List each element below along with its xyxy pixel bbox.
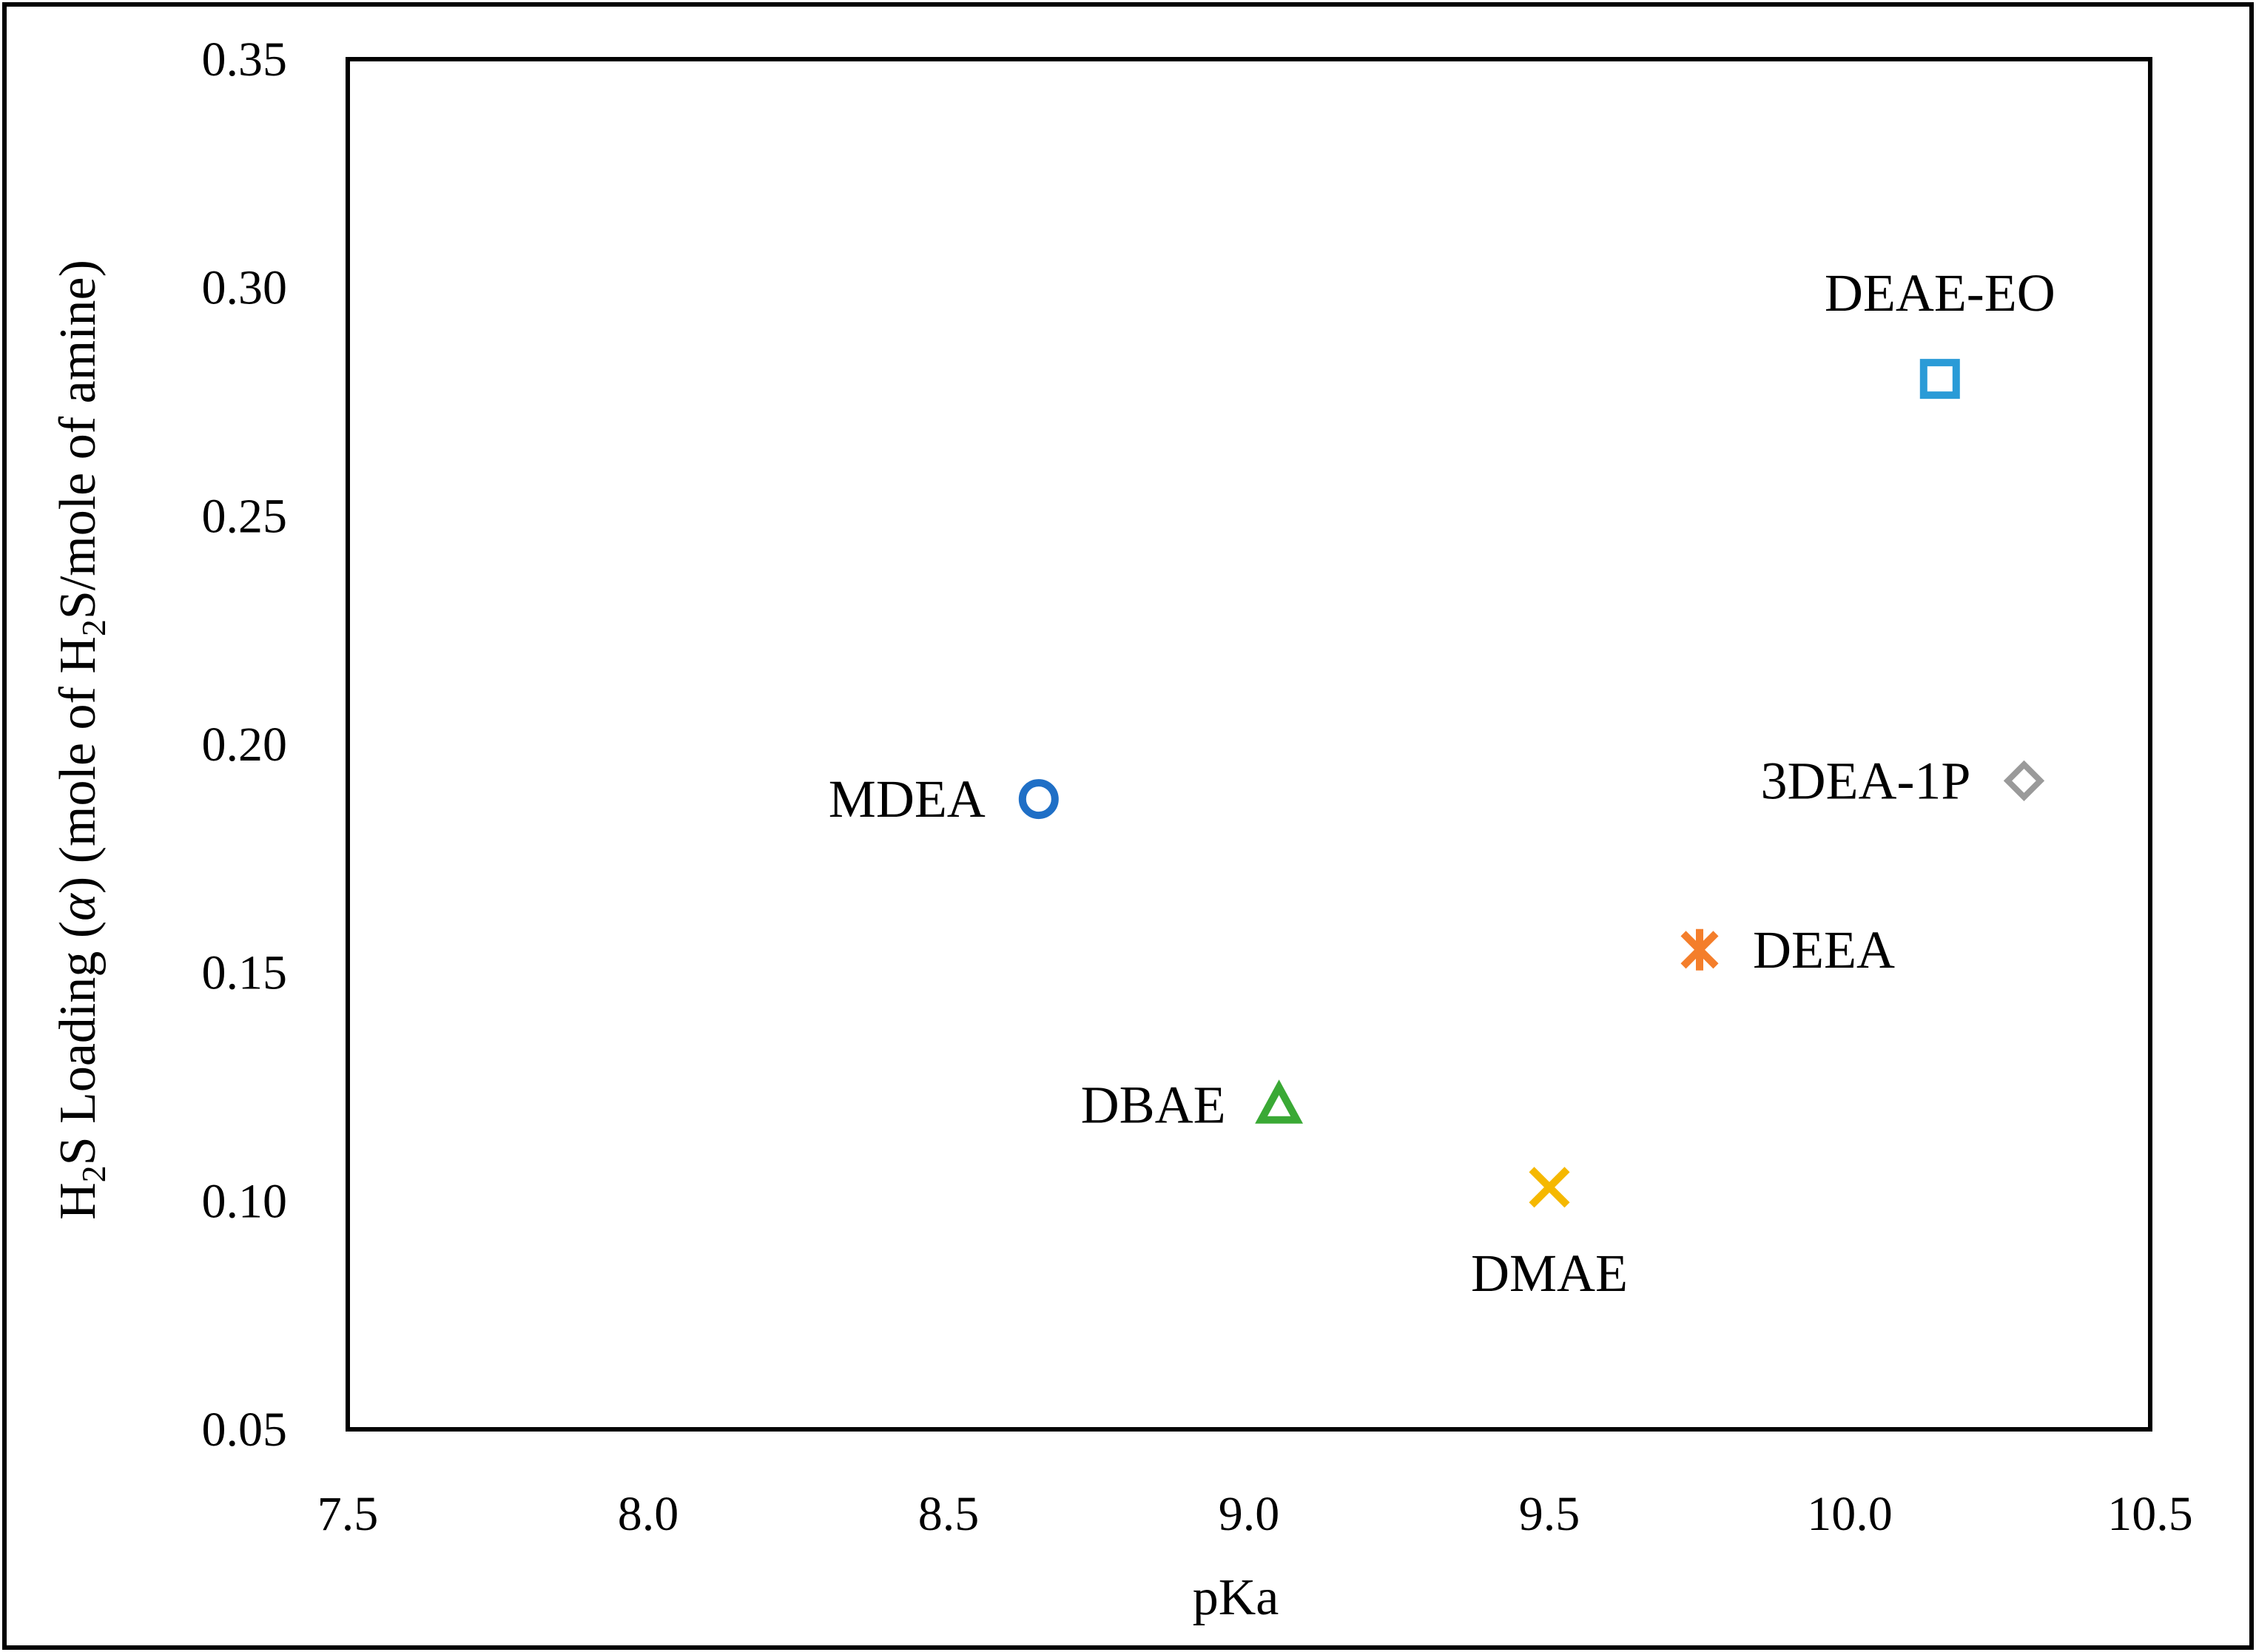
y-axis-title-middle2: ) (mole of H — [50, 636, 107, 894]
y-tick-label: 0.10 — [202, 1174, 288, 1228]
point-label-3dea-1p: 3DEA-1P — [1760, 751, 1970, 810]
y-axis-title-prefix: H — [50, 1182, 107, 1220]
y-axis-title: H2S Loading (α) (mole of H2S/mole of ami… — [50, 260, 112, 1220]
point-mdea: MDEA — [829, 769, 1059, 829]
point-3dea-1p: 3DEA-1P — [1760, 751, 2045, 810]
point-dbae: DBAE — [1081, 1076, 1304, 1135]
x-tick-label: 7.5 — [317, 1487, 379, 1541]
y-axis-title-subscript: 2 — [75, 1165, 112, 1182]
point-label-deea: DEEA — [1753, 920, 1895, 980]
marker-square — [1919, 359, 1960, 399]
marker-asterisk — [1680, 928, 1719, 971]
y-tick-label: 0.15 — [202, 946, 288, 1000]
x-tick-label: 10.0 — [1807, 1487, 1893, 1541]
y-axis-title-suffix: S/mole of amine) — [50, 260, 107, 619]
x-axis-title: pKa — [1193, 1569, 1279, 1626]
x-tick-label: 9.5 — [1519, 1487, 1580, 1541]
x-tick-label: 8.5 — [918, 1487, 980, 1541]
y-tick-label: 0.20 — [202, 718, 288, 772]
point-label-deae-eo: DEAE-EO — [1825, 263, 2055, 323]
y-tick-label: 0.30 — [202, 261, 288, 315]
point-dmae: DMAE — [1471, 1167, 1628, 1303]
x-tick-labels: 7.5 8.0 8.5 9.0 9.5 10.0 10.5 — [317, 1487, 2193, 1541]
point-label-mdea: MDEA — [829, 769, 986, 829]
marker-x — [1529, 1167, 1570, 1208]
marker-diamond — [2003, 760, 2045, 802]
plot-area — [346, 57, 2152, 1432]
y-tick-labels: 0.05 0.10 0.15 0.20 0.25 0.30 0.35 — [202, 33, 288, 1457]
y-tick-label: 0.35 — [202, 33, 288, 87]
point-deae-eo: DEAE-EO — [1825, 263, 2055, 399]
x-tick-label: 10.5 — [2107, 1487, 2193, 1541]
y-tick-label: 0.25 — [202, 489, 288, 543]
y-axis-title-middle: S Loading ( — [50, 921, 107, 1166]
x-tick-label: 9.0 — [1219, 1487, 1280, 1541]
marker-circle — [1018, 779, 1059, 820]
point-label-dbae: DBAE — [1081, 1076, 1226, 1135]
data-points: MDEA DBAE DMAE DEEA DEAE-EO 3DEA-1P — [829, 263, 2055, 1303]
y-axis-title-subscript2: 2 — [75, 619, 112, 636]
point-deea: DEEA — [1680, 920, 1895, 980]
marker-triangle — [1255, 1079, 1304, 1124]
x-tick-label: 8.0 — [618, 1487, 679, 1541]
y-tick-label: 0.05 — [202, 1403, 288, 1457]
point-label-dmae: DMAE — [1471, 1244, 1628, 1303]
y-axis-title-alpha: α — [50, 893, 107, 921]
